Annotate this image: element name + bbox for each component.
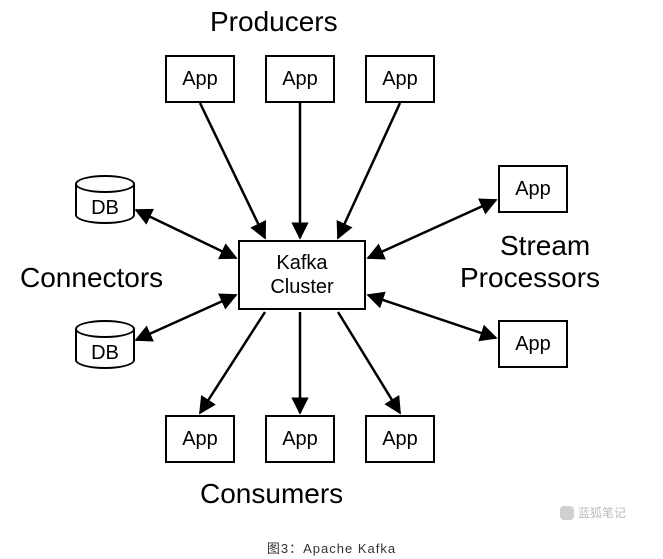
arrow-3: [200, 312, 265, 413]
db-label-1: DB: [75, 342, 135, 365]
arrow-2: [338, 103, 400, 238]
producer-app-1: App: [265, 55, 335, 103]
kafka-cluster-node: Kafka Cluster: [238, 240, 366, 310]
producer-app-0: App: [165, 55, 235, 103]
watermark-text: 蓝狐笔记: [578, 504, 626, 521]
arrow-5: [338, 312, 400, 413]
watermark: 蓝狐笔记: [560, 504, 626, 521]
producer-app-1-label: App: [282, 67, 318, 91]
consumer-app-2: App: [365, 415, 435, 463]
stream-app-0-label: App: [515, 177, 551, 201]
label-connectors: Connectors: [20, 262, 163, 294]
label-stream-l2: Processors: [460, 262, 600, 294]
arrow-0: [200, 103, 265, 238]
arrow-6: [136, 210, 236, 258]
producer-app-0-label: App: [182, 67, 218, 91]
label-stream-l1: Stream: [500, 230, 590, 262]
consumer-app-2-label: App: [382, 427, 418, 451]
label-consumers: Consumers: [200, 478, 343, 510]
consumer-app-1-label: App: [282, 427, 318, 451]
label-producers: Producers: [210, 6, 338, 38]
center-label-2: Cluster: [270, 276, 333, 298]
center-label-1: Kafka: [276, 252, 327, 274]
arrow-8: [368, 200, 496, 258]
watermark-icon: [560, 506, 574, 520]
producer-app-2: App: [365, 55, 435, 103]
stream-app-1-label: App: [515, 332, 551, 356]
producer-app-2-label: App: [382, 67, 418, 91]
consumer-app-0-label: App: [182, 427, 218, 451]
db-label-0: DB: [75, 197, 135, 220]
figure-caption: 图3：Apache Kafka: [0, 538, 663, 557]
consumer-app-1: App: [265, 415, 335, 463]
db-node-0: DB: [75, 175, 135, 225]
arrow-7: [136, 295, 236, 340]
stream-app-1: App: [498, 320, 568, 368]
arrow-9: [368, 295, 496, 338]
consumer-app-0: App: [165, 415, 235, 463]
stream-app-0: App: [498, 165, 568, 213]
db-node-1: DB: [75, 320, 135, 370]
